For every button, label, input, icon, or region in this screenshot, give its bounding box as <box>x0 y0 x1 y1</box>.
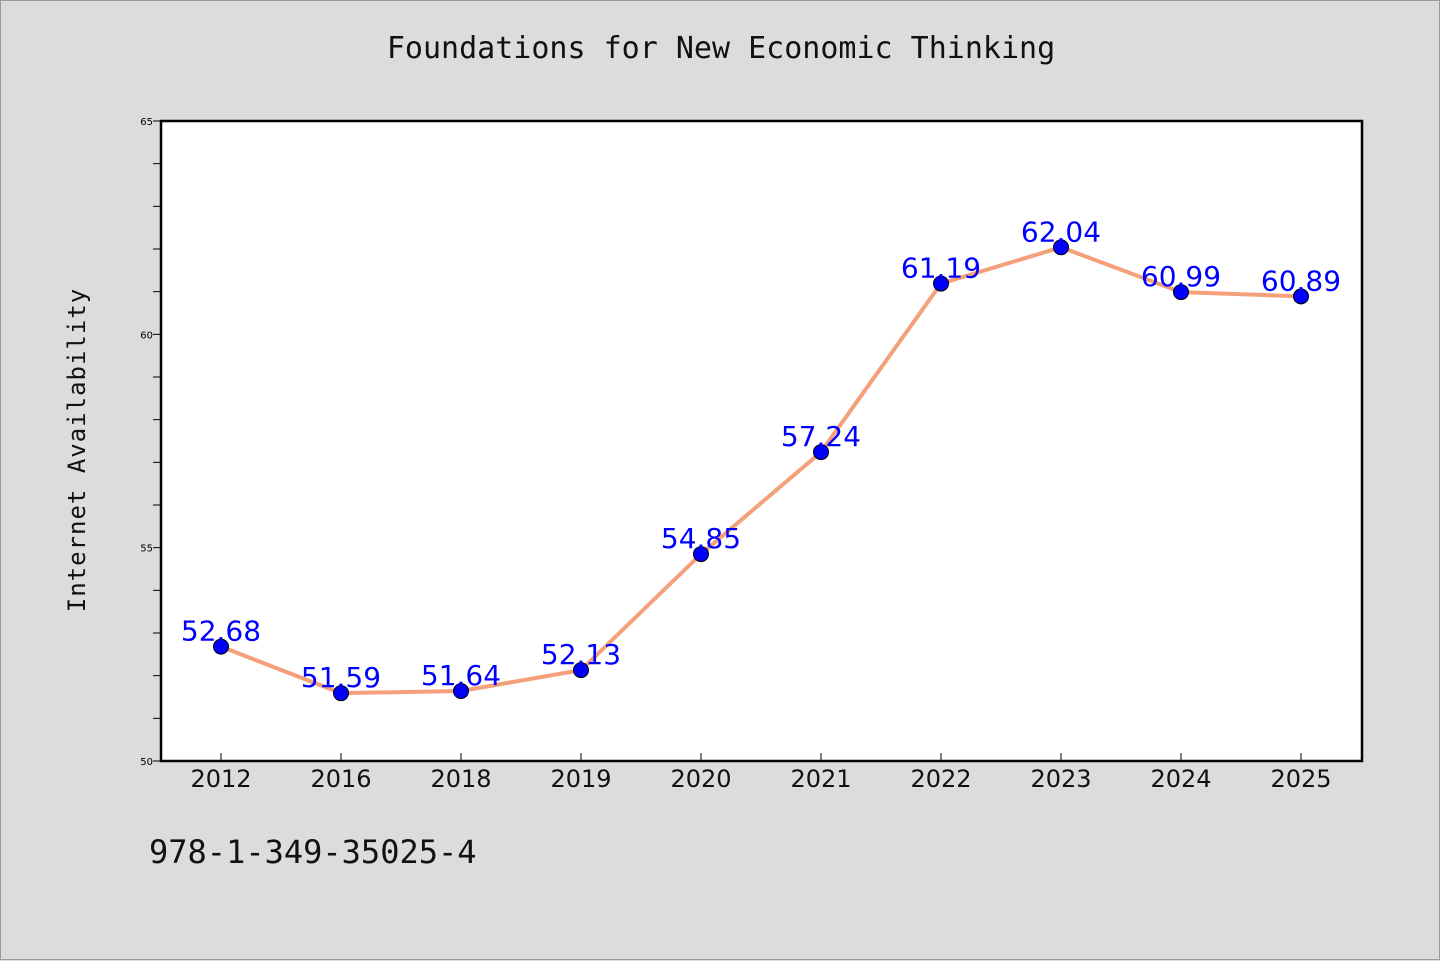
data-label: 60.89 <box>1261 264 1341 297</box>
data-point <box>933 275 949 292</box>
data-point <box>813 444 829 461</box>
y-tick-label: 55 <box>140 544 153 555</box>
data-point <box>573 662 589 679</box>
data-point <box>333 685 349 702</box>
y-axis: 50 55 60 65 <box>140 117 161 768</box>
data-label: 52.68 <box>181 615 261 648</box>
data-label: 61.19 <box>901 252 981 285</box>
x-axis: 2012 2016 2018 2019 2020 2021 2022 2023 2024 2025 <box>190 753 1332 793</box>
data-label: 60.99 <box>1141 260 1221 293</box>
data-labels: 52.68 51.59 51.64 52.13 54.85 57.24 61.19 62.04… <box>181 215 1341 694</box>
y-axis-label: Internet Availability <box>63 288 91 612</box>
data-label: 54.85 <box>661 522 741 555</box>
y-tick-label: 65 <box>140 117 153 128</box>
plot-area <box>159 119 1364 763</box>
data-point <box>1293 288 1309 305</box>
y-tick-label: 60 <box>140 330 153 341</box>
data-label: 51.59 <box>301 661 381 694</box>
data-point <box>1053 239 1069 256</box>
x-tick-label: 2020 <box>670 765 731 793</box>
data-point <box>213 638 229 655</box>
data-label: 52.13 <box>541 638 621 671</box>
series-line <box>219 245 1303 696</box>
x-tick-label: 2022 <box>910 765 971 793</box>
data-label: 62.04 <box>1021 215 1101 248</box>
data-label: 57.24 <box>781 420 861 453</box>
x-tick-label: 2021 <box>790 765 851 793</box>
x-tick-label: 2012 <box>190 765 251 793</box>
data-point <box>1173 284 1189 301</box>
data-point <box>693 546 709 563</box>
x-tick-label: 2019 <box>550 765 611 793</box>
x-tick-label: 2025 <box>1270 765 1331 793</box>
data-point <box>453 683 469 700</box>
isbn-text: 978-1-349-35025-4 <box>149 833 477 871</box>
x-tick-label: 2023 <box>1030 765 1091 793</box>
x-tick-label: 2016 <box>310 765 371 793</box>
data-points <box>213 239 1309 702</box>
data-label: 51.64 <box>421 659 501 692</box>
chart-title: Foundations for New Economic Thinking <box>386 31 1056 66</box>
x-tick-label: 2024 <box>1150 765 1211 793</box>
x-tick-label: 2018 <box>430 765 491 793</box>
y-tick-label: 50 <box>140 757 153 768</box>
